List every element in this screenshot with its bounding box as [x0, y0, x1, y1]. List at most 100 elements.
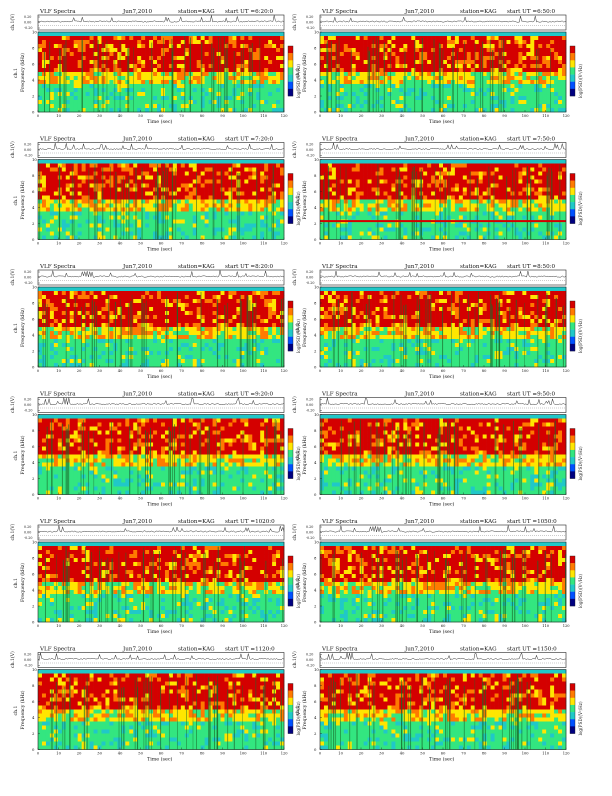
- spectrogram-cell: [264, 108, 268, 112]
- spectrogram-cell: [276, 224, 280, 228]
- spectrogram-cell: [526, 48, 530, 52]
- spectrogram-cell: [224, 40, 228, 44]
- spectrogram-cell: [372, 188, 376, 192]
- spectrogram-cell: [403, 104, 407, 108]
- spectrogram-cell: [240, 40, 244, 44]
- spectrogram-cell: [244, 204, 248, 208]
- spectrogram-cell: [224, 232, 228, 236]
- spectrogram-cell: [54, 88, 58, 92]
- spectrogram-cell: [248, 212, 252, 216]
- spectrogram-cell: [514, 208, 518, 212]
- spectrogram-cell: [475, 40, 479, 44]
- spectrogram-cell: [340, 44, 344, 48]
- spectrogram-cell: [149, 232, 153, 236]
- spectrogram-cell: [228, 200, 232, 204]
- y-tick-label: 2: [314, 94, 317, 99]
- spectrogram-cell: [260, 100, 264, 104]
- spectrogram-cell: [74, 56, 78, 60]
- spectrogram-cell: [499, 184, 503, 188]
- spectrogram-cell: [74, 96, 78, 100]
- spectrogram-cell: [153, 88, 157, 92]
- spectrogram-cell: [193, 56, 197, 60]
- spectrogram-cell: [38, 44, 42, 48]
- spectrogram-cell: [558, 104, 562, 108]
- spectrogram-cell: [526, 56, 530, 60]
- spectrogram-cell: [542, 48, 546, 52]
- spectrogram-cell: [86, 204, 90, 208]
- spectrogram-cell: [201, 224, 205, 228]
- spectrogram-cell: [62, 184, 66, 188]
- spectrogram-cell: [177, 88, 181, 92]
- spectrogram-cell: [101, 188, 105, 192]
- spectrogram-cell: [479, 196, 483, 200]
- spectrogram-cell: [38, 56, 42, 60]
- spectrogram-cell: [324, 168, 328, 172]
- spectrogram-cell: [201, 212, 205, 216]
- spectrogram-cell: [173, 56, 177, 60]
- spectrogram-cell: [443, 76, 447, 80]
- spectrogram-cell: [467, 40, 471, 44]
- spectrogram-cell: [348, 208, 352, 212]
- spectrogram-cell: [38, 84, 42, 88]
- spectrogram-cell: [240, 236, 244, 240]
- spectrogram-cell: [272, 180, 276, 184]
- spectrogram-cell: [427, 64, 431, 68]
- spectrogram-cell: [495, 76, 499, 80]
- spectrogram-cell: [431, 192, 435, 196]
- spectrogram-cell: [125, 160, 129, 164]
- spectrogram-cell: [137, 216, 141, 220]
- spectrogram-cell: [105, 180, 109, 184]
- spectrogram-cell: [534, 180, 538, 184]
- spectrogram-cell: [129, 96, 133, 100]
- spectrogram-cell: [499, 164, 503, 168]
- spectrogram-cell: [423, 76, 427, 80]
- spectrogram-cell: [38, 72, 42, 76]
- spectrogram-cell: [518, 68, 522, 72]
- spectrogram-cell: [98, 216, 102, 220]
- spectrogram-cell: [451, 160, 455, 164]
- spectrogram-cell: [161, 92, 165, 96]
- spectrogram-cell: [415, 160, 419, 164]
- y-tick-label: 2: [32, 94, 35, 99]
- spectrogram-cell: [399, 48, 403, 52]
- spectrogram-cell: [352, 164, 356, 168]
- spectrogram-cell: [542, 52, 546, 56]
- spectrogram-cell: [276, 36, 280, 40]
- spectrogram-cell: [224, 44, 228, 48]
- spectrogram-cell: [236, 176, 240, 180]
- spectrogram-cell: [499, 76, 503, 80]
- spectrogram-cell: [161, 100, 165, 104]
- spectrogram-cell: [78, 88, 82, 92]
- spectrogram-cell: [463, 200, 467, 204]
- spectrogram-cell: [101, 92, 105, 96]
- spectrogram-cell: [161, 52, 165, 56]
- spectrogram-cell: [332, 52, 336, 56]
- spectrogram-cell: [403, 192, 407, 196]
- waveform-axis-label: ch.1(V): [9, 13, 16, 30]
- spectrogram-cell: [86, 176, 90, 180]
- spectrogram-cell: [165, 100, 169, 104]
- spectrogram-cell: [423, 84, 427, 88]
- spectrogram-cell: [439, 168, 443, 172]
- spectrogram-cell: [510, 64, 514, 68]
- spectrogram-cell: [280, 160, 284, 164]
- spectrogram-cell: [451, 184, 455, 188]
- spectrogram-cell: [356, 160, 360, 164]
- spectrogram-cell: [403, 68, 407, 72]
- spectrogram-cell: [228, 180, 232, 184]
- spectrogram-cell: [252, 88, 256, 92]
- spectrogram-cell: [224, 100, 228, 104]
- spectrogram-cell: [495, 200, 499, 204]
- spectrogram-cell: [201, 188, 205, 192]
- spectrogram-cell: [197, 236, 201, 240]
- spectrogram-cell: [475, 44, 479, 48]
- spectrogram-cell: [137, 224, 141, 228]
- spectrogram-cell: [228, 84, 232, 88]
- spectrogram-cell: [431, 104, 435, 108]
- colorbar-segment: [570, 75, 575, 82]
- spectrogram-cell: [411, 164, 415, 168]
- spectrogram-cell: [236, 52, 240, 56]
- spectrogram-cell: [62, 204, 66, 208]
- spectrogram-cell: [78, 164, 82, 168]
- spectrogram-cell: [518, 40, 522, 44]
